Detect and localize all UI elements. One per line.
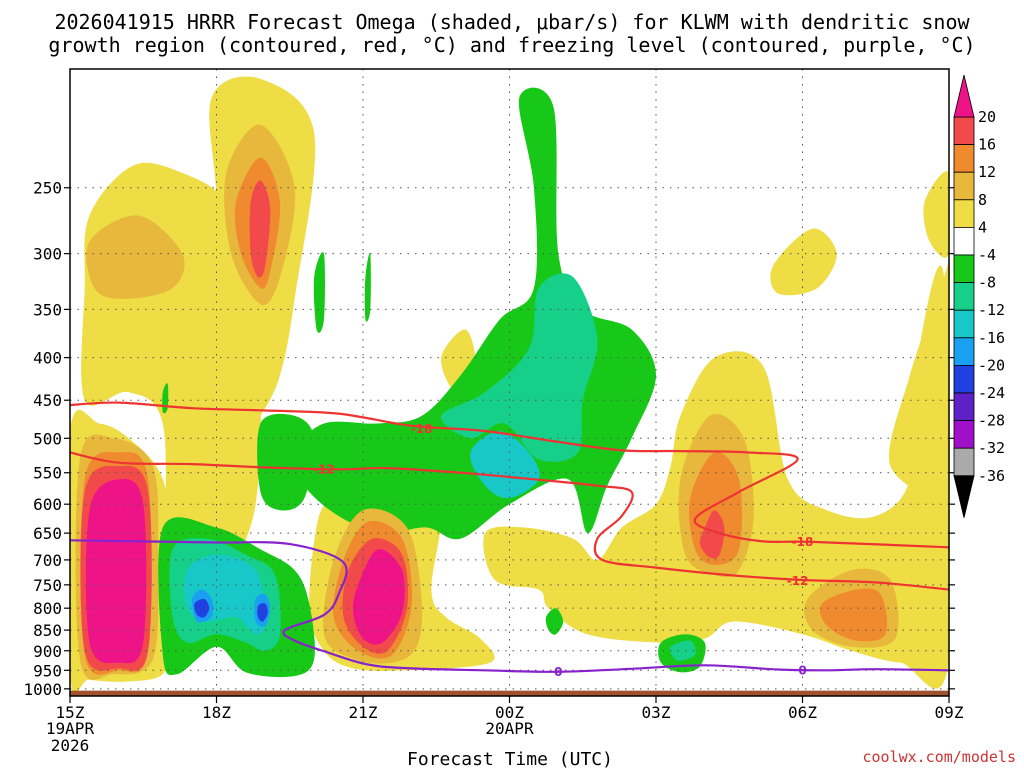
omega-area bbox=[194, 598, 210, 618]
colorbar-bin bbox=[953, 420, 975, 449]
x-axis-title: Forecast Time (UTC) bbox=[407, 749, 613, 768]
colorbar-over-triangle bbox=[953, 74, 975, 118]
colorbar-bin bbox=[953, 392, 975, 422]
colorbar-label: 12 bbox=[978, 163, 996, 181]
omega-area bbox=[470, 431, 540, 499]
omega-area bbox=[257, 413, 315, 511]
omega-area bbox=[699, 510, 725, 559]
colorbar-label: 8 bbox=[978, 191, 987, 209]
colorbar-label: -24 bbox=[978, 384, 1005, 402]
x-tick-label: 21Z bbox=[349, 703, 378, 722]
y-tick-label: 500 bbox=[33, 429, 62, 448]
credit-text: coolwx.com/models bbox=[862, 748, 1016, 766]
colorbar-bin bbox=[953, 282, 975, 311]
x-tick-label: 09Z bbox=[935, 703, 964, 722]
y-tick-label: 350 bbox=[33, 300, 62, 319]
colorbar-label: -12 bbox=[978, 301, 1005, 319]
y-tick-label: 650 bbox=[33, 524, 62, 543]
contour-layer: -18 -12 -18 -12 0 0 bbox=[70, 401, 949, 679]
omega-area bbox=[293, 87, 656, 540]
y-tick-label: 300 bbox=[33, 245, 62, 264]
colorbar-label: -36 bbox=[978, 467, 1005, 485]
y-tick-label: 450 bbox=[33, 391, 62, 410]
colorbar-label: -28 bbox=[978, 412, 1005, 430]
colorbar-bin bbox=[953, 226, 975, 256]
omega-area bbox=[889, 257, 949, 494]
terrain-band bbox=[70, 690, 949, 696]
contour-label: -12 bbox=[313, 462, 335, 476]
y-tick-label: 900 bbox=[33, 642, 62, 661]
contour-label: 0 bbox=[798, 663, 806, 677]
y-tick-label: 400 bbox=[33, 349, 62, 368]
colorbar: 20 16 12 8 4 -4 -8 -12 -16 -20 -24 -28 -32 -36 bbox=[953, 74, 1005, 518]
omega-area bbox=[545, 608, 564, 635]
colorbar-bin bbox=[953, 337, 975, 366]
y-tick-label: 1000 bbox=[23, 680, 62, 699]
omega-area bbox=[364, 252, 371, 322]
contour-label: -18 bbox=[411, 422, 433, 436]
x-tick-label: 18Z bbox=[202, 703, 231, 722]
terrain-layer bbox=[70, 690, 949, 696]
colorbar-bin bbox=[953, 254, 975, 284]
chart-title-line2: growth region (contoured, red, °C) and f… bbox=[48, 33, 975, 57]
contour-line bbox=[70, 401, 949, 549]
omega-area bbox=[770, 228, 837, 296]
y-tick-label: 750 bbox=[33, 576, 62, 595]
x-tick-label: 00Z bbox=[495, 703, 524, 722]
contour-label: 0 bbox=[554, 665, 562, 679]
y-tick-label: 550 bbox=[33, 464, 62, 483]
colorbar-bin bbox=[953, 364, 975, 394]
colorbar-bin bbox=[953, 144, 975, 173]
y-tick-label: 850 bbox=[33, 621, 62, 640]
chart-title-line1: 2026041915 HRRR Forecast Omega (shaded, … bbox=[54, 10, 970, 34]
x-tick-label: 06Z bbox=[788, 703, 817, 722]
x-tick-year: 2026 bbox=[51, 736, 90, 755]
x-tick-label: 03Z bbox=[642, 703, 671, 722]
contour-line bbox=[70, 539, 949, 673]
colorbar-label: -8 bbox=[978, 274, 996, 292]
x-tick-date: 19APR bbox=[46, 719, 95, 738]
y-tick-label: 950 bbox=[33, 661, 62, 680]
colorbar-label: 4 bbox=[978, 218, 987, 236]
colorbar-bin bbox=[953, 199, 975, 228]
x-tick-date: 20APR bbox=[485, 719, 534, 738]
y-axis: 250 300 350 400 450 500 550 600 650 700 750 800 850 9… bbox=[23, 179, 955, 699]
omega-area bbox=[819, 588, 888, 642]
omega-area bbox=[669, 640, 696, 661]
colorbar-bin bbox=[953, 171, 975, 201]
y-tick-label: 700 bbox=[33, 551, 62, 570]
colorbar-label: 16 bbox=[978, 136, 996, 154]
omega-area bbox=[85, 478, 147, 664]
colorbar-bin bbox=[953, 309, 975, 339]
contour-label: -18 bbox=[792, 535, 814, 549]
y-tick-label: 800 bbox=[33, 599, 62, 618]
omega-shading-layer bbox=[70, 76, 949, 694]
omega-area bbox=[923, 171, 949, 258]
colorbar-label: -4 bbox=[978, 246, 996, 264]
contour-label: -12 bbox=[787, 574, 809, 588]
colorbar-label: -20 bbox=[978, 356, 1005, 374]
contour-line bbox=[70, 451, 949, 591]
omega-area bbox=[86, 215, 185, 299]
y-tick-label: 600 bbox=[33, 495, 62, 514]
colorbar-under-triangle bbox=[953, 475, 975, 518]
colorbar-bin bbox=[953, 447, 975, 477]
colorbar-label: -32 bbox=[978, 439, 1005, 457]
colorbar-bin bbox=[953, 116, 975, 146]
x-tick-label: 15Z bbox=[56, 703, 85, 722]
y-tick-label: 250 bbox=[33, 179, 62, 198]
omega-area bbox=[313, 252, 326, 333]
colorbar-label: 20 bbox=[978, 108, 996, 126]
colorbar-label: -16 bbox=[978, 329, 1005, 347]
omega-area bbox=[353, 549, 405, 645]
omega-area bbox=[440, 273, 598, 462]
